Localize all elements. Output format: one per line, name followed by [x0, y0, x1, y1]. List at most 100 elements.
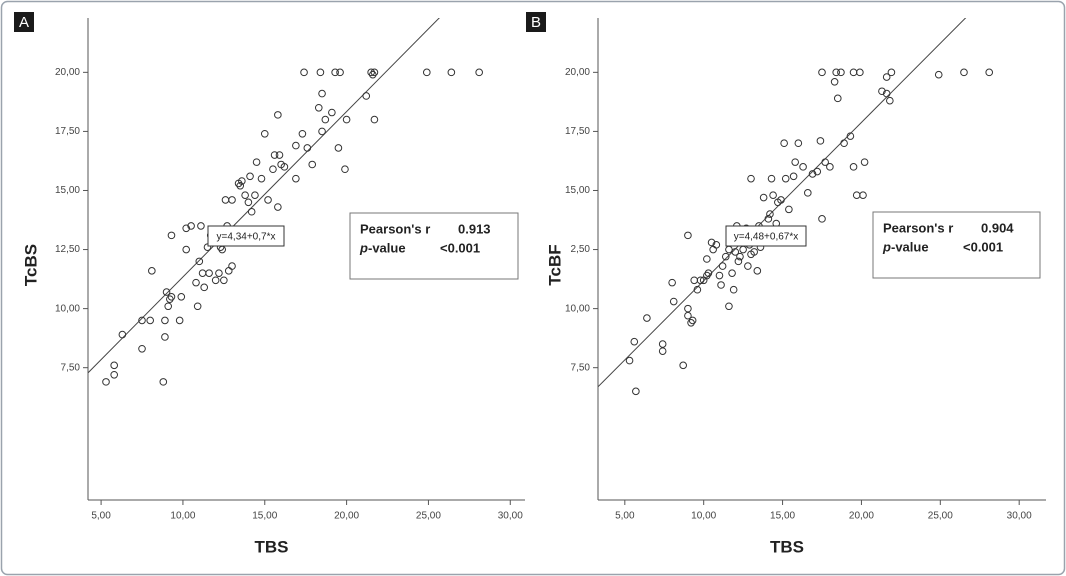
point	[138, 316, 146, 325]
point	[840, 139, 848, 148]
y-tick-label: 15,00	[55, 185, 80, 196]
point	[821, 158, 829, 166]
point	[833, 94, 842, 103]
point	[717, 281, 725, 289]
point	[110, 370, 118, 379]
point	[228, 262, 236, 270]
point	[846, 132, 855, 140]
point	[791, 158, 799, 166]
x-tick-label: 15,00	[252, 511, 277, 522]
point	[161, 316, 169, 325]
point	[704, 269, 713, 277]
point	[318, 89, 326, 98]
point	[886, 96, 894, 105]
point	[118, 330, 127, 339]
point	[781, 174, 790, 183]
fit-label-box	[207, 225, 285, 247]
point	[703, 271, 711, 280]
p-prefix: p	[359, 240, 368, 255]
point	[342, 115, 351, 124]
x-tick-label: 15,00	[770, 511, 795, 522]
point	[182, 224, 191, 233]
point	[688, 316, 697, 325]
point	[718, 262, 727, 270]
point	[110, 361, 118, 370]
y-tick-label: 20,00	[55, 67, 80, 78]
point	[292, 141, 300, 150]
y-axis-title: TcBF	[545, 244, 564, 285]
point	[148, 267, 156, 275]
point	[804, 189, 812, 197]
point	[707, 238, 716, 247]
point	[422, 68, 431, 77]
point	[882, 89, 891, 98]
stats-box	[872, 211, 1041, 279]
point	[102, 378, 110, 386]
x-tick-label: 5,00	[615, 511, 635, 522]
p-prefix: p	[882, 239, 891, 254]
point	[684, 231, 692, 240]
point	[769, 191, 777, 200]
point	[830, 77, 839, 86]
point	[220, 276, 228, 285]
point	[244, 198, 253, 207]
x-tick-label: 20,00	[849, 511, 874, 522]
point	[280, 163, 289, 171]
point	[729, 285, 738, 294]
point	[679, 361, 687, 370]
pearson-label: Pearson's r	[360, 221, 430, 236]
point	[314, 103, 323, 112]
point	[934, 70, 943, 79]
point	[887, 68, 896, 77]
point	[236, 181, 245, 190]
point	[238, 177, 246, 185]
y-tick-label: 10,00	[565, 303, 590, 314]
x-tick-label: 10,00	[170, 511, 195, 522]
point	[447, 68, 456, 77]
point	[728, 269, 736, 277]
point	[632, 387, 640, 396]
x-tick-label: 30,00	[1007, 511, 1032, 522]
point	[362, 92, 371, 100]
point	[215, 269, 223, 277]
stats-box	[349, 212, 519, 280]
point	[789, 172, 798, 181]
point	[274, 111, 282, 119]
point	[197, 222, 205, 230]
pearson-value: 0.904	[981, 220, 1014, 235]
point	[298, 129, 307, 138]
point	[753, 267, 762, 275]
point	[270, 151, 279, 159]
point	[826, 163, 834, 171]
point	[246, 172, 254, 181]
pearson-label: Pearson's r	[883, 220, 953, 235]
point	[228, 196, 236, 204]
point	[252, 158, 261, 166]
point	[715, 271, 724, 280]
panel: B 5,00 10,00 15,00 20,00 25,00 30,00 7,50 10,00 2…	[526, 12, 1046, 556]
point	[859, 191, 867, 200]
point	[211, 276, 220, 285]
p-label: -value	[891, 239, 929, 254]
p-value: <0.001	[440, 240, 480, 255]
point	[187, 222, 195, 230]
point	[475, 68, 483, 77]
point	[799, 163, 807, 171]
point	[203, 243, 212, 251]
point	[368, 70, 377, 79]
point	[744, 262, 752, 270]
point	[703, 255, 711, 263]
fit-label: y=4,48+0,67*x	[734, 232, 799, 243]
y-tick-label: 10,00	[55, 303, 80, 314]
point	[370, 115, 379, 124]
point	[303, 144, 312, 152]
y-tick-label: 7,50	[61, 362, 81, 373]
point	[159, 378, 168, 386]
point	[164, 302, 172, 311]
point	[331, 68, 339, 77]
point	[832, 68, 840, 77]
point	[247, 207, 256, 216]
point	[643, 314, 651, 322]
x-tick-label: 30,00	[498, 511, 523, 522]
